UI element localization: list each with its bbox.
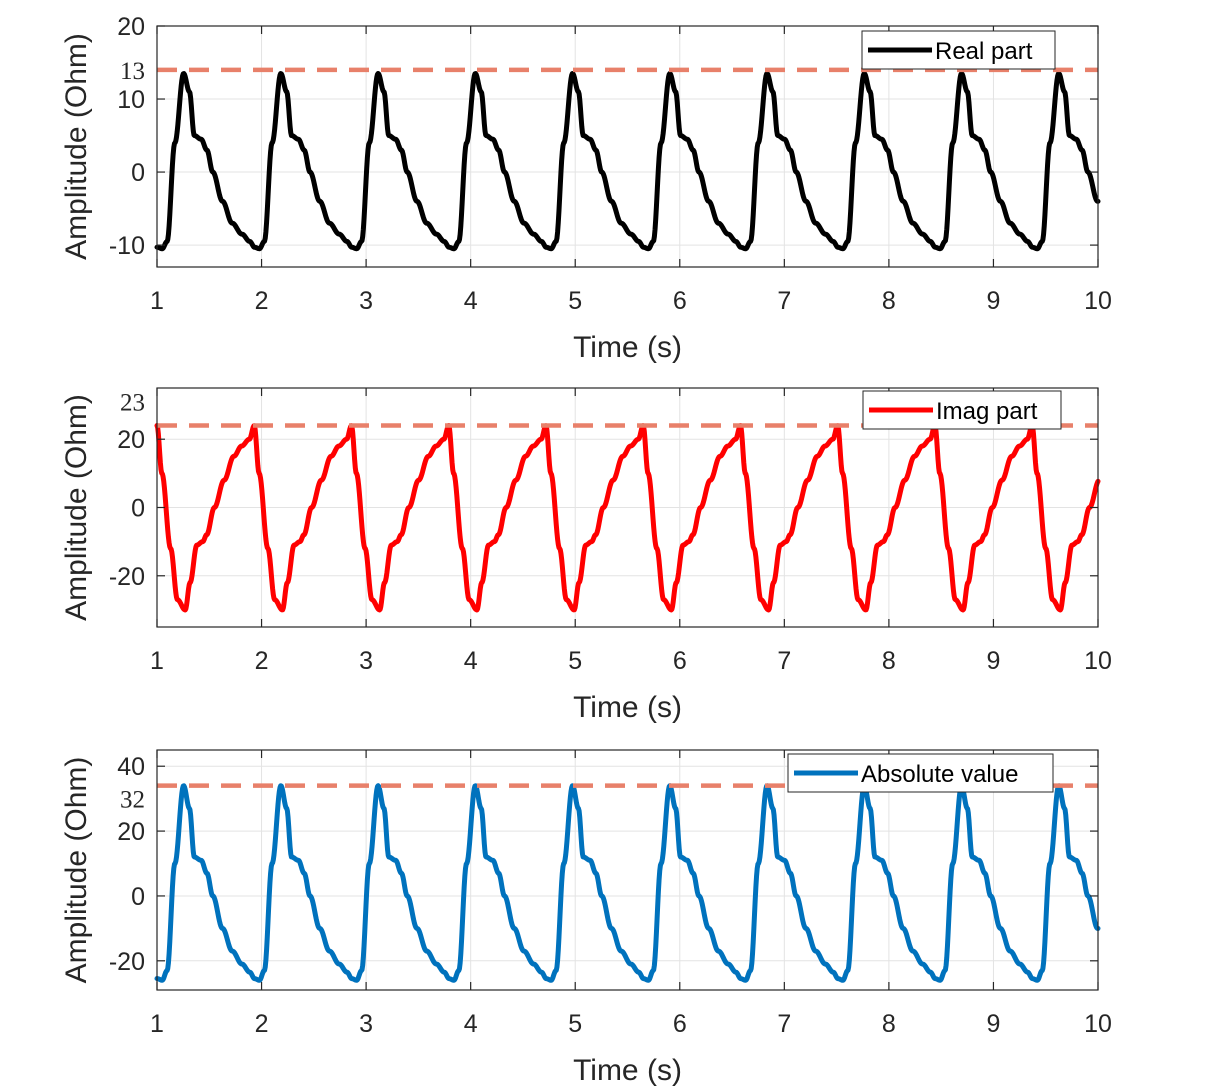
x-tick-label: 3 — [359, 1010, 373, 1038]
y-tick-label: -20 — [109, 948, 145, 976]
series-line-real-part — [154, 70, 1101, 252]
x-axis-label: Time (s) — [573, 331, 682, 364]
x-tick-label: 4 — [464, 287, 478, 315]
x-tick-label: 7 — [777, 647, 791, 675]
x-tick-label: 9 — [986, 1010, 1000, 1038]
x-tick-label: 1 — [150, 647, 164, 675]
y-tick-label: 20 — [117, 818, 145, 846]
y-tick-label: 10 — [117, 86, 145, 114]
x-axis-label: Time (s) — [573, 1054, 682, 1087]
x-tick-label: 3 — [359, 647, 373, 675]
x-tick-label: 2 — [255, 287, 269, 315]
x-tick-label: 7 — [777, 1010, 791, 1038]
x-tick-label: 8 — [882, 647, 896, 675]
legend: Real part — [861, 30, 1056, 70]
axes-box — [156, 749, 1099, 991]
x-tick-label: 5 — [568, 1010, 582, 1038]
x-axis-label: Time (s) — [573, 691, 682, 724]
x-tick-label: 9 — [986, 287, 1000, 315]
x-tick-label: 1 — [150, 287, 164, 315]
x-tick-label: 10 — [1084, 287, 1112, 315]
x-tick-label: 9 — [986, 647, 1000, 675]
x-tick-label: 6 — [673, 287, 687, 315]
y-tick-label: 20 — [117, 13, 145, 41]
x-tick-label: 7 — [777, 287, 791, 315]
x-tick-label: 4 — [464, 1010, 478, 1038]
y-tick-label: 40 — [117, 753, 145, 781]
x-tick-label: 10 — [1084, 1010, 1112, 1038]
x-tick-label: 1 — [150, 1010, 164, 1038]
legend: Absolute value — [787, 753, 1054, 793]
x-tick-label: 3 — [359, 287, 373, 315]
series-line-imag-part — [154, 423, 1101, 613]
y-tick-label: 0 — [131, 883, 145, 911]
reference-tick-label: 13 — [120, 58, 145, 85]
x-tick-label: 5 — [568, 647, 582, 675]
y-tick-label: -10 — [109, 232, 145, 260]
y-axis-label: Amplitude (Ohm) — [60, 757, 93, 984]
y-axis-label: Amplitude (Ohm) — [60, 394, 93, 621]
y-tick-label: 20 — [117, 426, 145, 454]
y-tick-label: -20 — [109, 563, 145, 591]
series-line-absolute-value — [154, 783, 1101, 983]
legend-label: Absolute value — [861, 761, 1018, 788]
x-tick-label: 2 — [255, 1010, 269, 1038]
reference-tick-label: 23 — [120, 390, 145, 417]
legend-label: Imag part — [936, 398, 1038, 425]
x-tick-label: 4 — [464, 647, 478, 675]
x-tick-label: 10 — [1084, 647, 1112, 675]
x-tick-label: 2 — [255, 647, 269, 675]
legend: Imag part — [862, 390, 1062, 430]
y-axis-label: Amplitude (Ohm) — [60, 33, 93, 260]
x-tick-label: 5 — [568, 287, 582, 315]
x-tick-label: 8 — [882, 1010, 896, 1038]
reference-tick-label: 32 — [120, 787, 145, 814]
y-tick-label: 0 — [131, 159, 145, 187]
x-tick-label: 6 — [673, 1010, 687, 1038]
subplot-3: 1 2 3 4 5 6 7 8 9 10 -20 0 20 40 32 Time (s) Amplitude (… — [60, 749, 1112, 1087]
x-tick-label: 8 — [882, 287, 896, 315]
axes-box — [156, 25, 1099, 268]
y-tick-label: 0 — [131, 495, 145, 523]
legend-label: Real part — [935, 38, 1033, 65]
x-tick-label: 6 — [673, 647, 687, 675]
subplot-1: 1 2 3 4 5 6 7 8 9 10 -10 0 10 20 13 Time (s) Amplitude (… — [60, 13, 1112, 364]
